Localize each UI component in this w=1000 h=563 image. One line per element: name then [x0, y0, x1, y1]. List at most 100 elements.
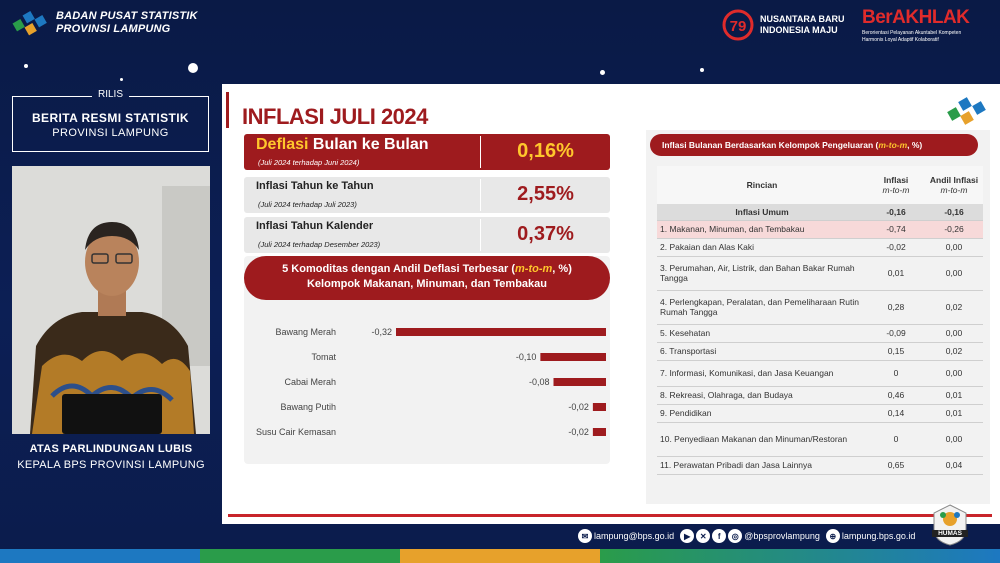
- table-row: 9. Pendidikan 0,14 0,01: [657, 404, 983, 423]
- stat-period: (Juli 2024 terhadap Desember 2023): [258, 240, 381, 249]
- row-andil: 0,00: [925, 324, 983, 343]
- row-andil: 0,01: [925, 386, 983, 405]
- stat-value: 0,37%: [517, 223, 574, 245]
- row-inflasi: 0: [867, 422, 925, 457]
- table-row-total: Inflasi Umum -0,16 -0,16: [657, 204, 983, 221]
- release-label: RILIS: [91, 89, 129, 100]
- row-label: 3. Perumahan, Air, Listrik, dan Bahan Ba…: [657, 256, 867, 291]
- table-row: 7. Informasi, Komunikasi, dan Jasa Keuan…: [657, 360, 983, 387]
- row-andil: 0,02: [925, 290, 983, 325]
- stat-name: Inflasi Tahun ke Tahun: [256, 180, 374, 192]
- stat-row-deflasi-mtm: Deflasi Bulan ke Bulan (Juli 2024 terhad…: [244, 134, 610, 170]
- table-row: 1. Makanan, Minuman, dan Tembakau -0,74 …: [657, 220, 983, 239]
- humas-label: HUMAS: [932, 530, 968, 537]
- x-icon[interactable]: ✕: [696, 529, 711, 543]
- facebook-icon[interactable]: f: [712, 529, 727, 543]
- row-inflasi: 0,14: [867, 404, 925, 423]
- row-label: 6. Transportasi: [657, 342, 867, 361]
- table-header: Inflasi Bulanan Berdasarkan Kelompok Pen…: [650, 134, 978, 156]
- row-andil: 0,00: [925, 360, 983, 387]
- row-inflasi: 0: [867, 360, 925, 387]
- contact-website[interactable]: lampung.bps.go.id: [841, 531, 916, 541]
- logo79-text: 79: [730, 18, 747, 35]
- humas-mascot-icon: [933, 504, 967, 546]
- decorative-star: [188, 63, 198, 73]
- row-inflasi: -0,74: [867, 220, 925, 239]
- anniversary-79-logo-icon: 79: [722, 9, 754, 41]
- row-andil: -0,26: [925, 220, 983, 239]
- row-inflasi: -0,09: [867, 324, 925, 343]
- chart-value-label: -0,10: [516, 352, 537, 362]
- decorative-star: [24, 64, 28, 68]
- table-row: 8. Rekreasi, Olahraga, dan Budaya 0,46 0…: [657, 386, 983, 405]
- table-row: 3. Perumahan, Air, Listrik, dan Bahan Ba…: [657, 256, 983, 291]
- expenditure-table-panel: Inflasi Bulanan Berdasarkan Kelompok Pen…: [646, 130, 990, 504]
- chart-bar: [540, 353, 606, 361]
- chart-category-label: Cabai Merah: [284, 377, 336, 387]
- row-label: 5. Kesehatan: [657, 324, 867, 343]
- chart-value-label: -0,02: [568, 402, 589, 412]
- decorative-star: [700, 68, 704, 72]
- stat-value: 0,16%: [517, 140, 574, 162]
- chart-category-label: Bawang Putih: [280, 402, 336, 412]
- table-row: 10. Penyediaan Makanan dan Minuman/Resto…: [657, 422, 983, 457]
- presenter-role: KEPALA BPS PROVINSI LAMPUNG: [17, 459, 205, 471]
- row-andil: 0,00: [925, 422, 983, 457]
- stat-period: (Juli 2024 terhadap Juni 2024): [258, 158, 360, 167]
- chart-bar: [553, 378, 606, 386]
- stat-row-yoy: Inflasi Tahun ke Tahun (Juli 2024 terhad…: [244, 177, 610, 213]
- row-inflasi: -0,02: [867, 238, 925, 257]
- presentation-slide: INFLASI JULI 2024 Deflasi Bulan ke Bulan…: [222, 84, 1000, 524]
- slide-title: INFLASI JULI 2024: [242, 104, 428, 129]
- chart-value-label: -0,08: [529, 377, 550, 387]
- row-label: Inflasi Umum: [657, 204, 867, 221]
- instagram-icon[interactable]: ◎: [728, 529, 743, 543]
- commodity-bar-chart: Bawang Merah -0,32 Tomat -0,10 Cabai Merah -0…: [256, 327, 606, 437]
- row-label: 2. Pakaian dan Alas Kaki: [657, 238, 867, 257]
- berakhlak-sub-1: Berorientasi Pelayanan Akuntabel Kompete…: [862, 30, 962, 36]
- youtube-icon[interactable]: ▶: [680, 529, 695, 543]
- col-header-rincian: Rincian: [746, 180, 778, 190]
- chart-title-line2: Kelompok Makanan, Minuman, dan Tembakau: [306, 278, 547, 290]
- stat-name: Deflasi Bulan ke Bulan: [256, 136, 429, 153]
- footer-color-bar: [0, 549, 1000, 563]
- divider: [480, 136, 481, 168]
- table-row: 2. Pakaian dan Alas Kaki -0,02 0,00: [657, 238, 983, 257]
- stat-value: 2,55%: [517, 183, 574, 205]
- stat-period: (Juli 2024 terhadap Juli 2023): [258, 200, 357, 209]
- row-label: 4. Perlengkapan, Peralatan, dan Pemeliha…: [657, 290, 867, 325]
- berakhlak-logo: BerAKHLAK Berorientasi Pelayanan Akuntab…: [862, 7, 982, 43]
- col-header-andil: Andil Inflasi m-to-m: [929, 175, 979, 195]
- presenter-name: ATAS PARLINDUNGAN LUBIS: [29, 443, 193, 455]
- table-row: 5. Kesehatan -0,09 0,00: [657, 324, 983, 343]
- bps-logo-icon: [12, 11, 47, 36]
- divider: [480, 179, 481, 211]
- row-inflasi: 0,65: [867, 456, 925, 475]
- decorative-star: [120, 78, 123, 81]
- divider: [480, 219, 481, 251]
- chart-bar: [592, 403, 606, 411]
- berakhlak-sub-2: Harmonis Loyal Adaptif Kolaboratif: [862, 37, 939, 43]
- chart-value-label: -0,02: [568, 427, 589, 437]
- broadcast-header: BADAN PUSAT STATISTIK PROVINSI LAMPUNG 7…: [0, 0, 1000, 50]
- row-label: 8. Rekreasi, Olahraga, dan Budaya: [657, 386, 867, 405]
- row-label: 7. Informasi, Komunikasi, dan Jasa Keuan…: [657, 360, 867, 387]
- row-andil: 0,02: [925, 342, 983, 361]
- row-label: 10. Penyediaan Makanan dan Minuman/Resto…: [657, 422, 867, 457]
- contact-social[interactable]: @bpsprovlampung: [744, 531, 820, 541]
- stat-row-ytd: Inflasi Tahun Kalender (Juli 2024 terhad…: [244, 217, 610, 253]
- row-label: 9. Pendidikan: [657, 404, 867, 423]
- chart-category-label: Tomat: [311, 352, 336, 362]
- release-label-box: RILIS BERITA RESMI STATISTIK PROVINSI LA…: [12, 89, 209, 152]
- bps-logo-icon: [947, 97, 986, 125]
- contact-email[interactable]: lampung@bps.go.id: [594, 531, 675, 541]
- slide-bottom-bar: [228, 514, 992, 517]
- presenter-figure-icon: [12, 166, 210, 434]
- row-andil: 0,00: [925, 238, 983, 257]
- row-inflasi: 0,15: [867, 342, 925, 361]
- chart-value-label: -0,32: [371, 327, 392, 337]
- campaign-slogan: NUSANTARA BARU INDONESIA MAJU: [760, 14, 845, 35]
- slide-title-accent: [226, 92, 229, 128]
- commodity-chart-panel: 5 Komoditas dengan Andil Deflasi Terbesa…: [244, 256, 610, 464]
- row-andil: 0,04: [925, 456, 983, 475]
